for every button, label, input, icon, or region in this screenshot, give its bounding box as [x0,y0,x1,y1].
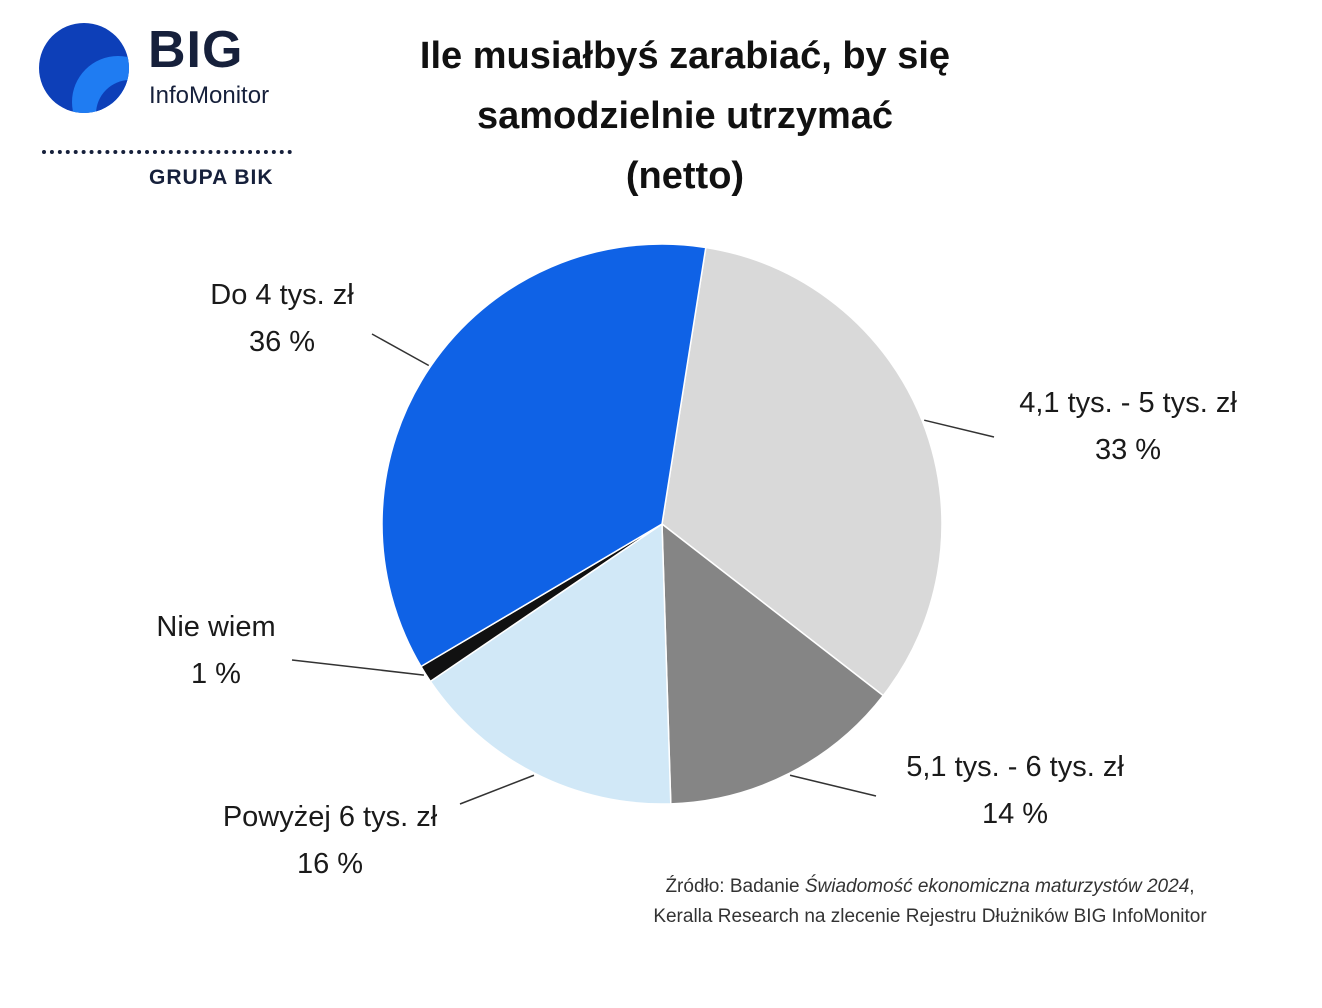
slice-value-label: 14 % [982,798,1048,830]
leader-line [459,774,535,805]
slice-value-label: 36 % [249,326,315,358]
slice-category-label: Nie wiem [156,611,275,643]
chart-title: Ile musiałbyś zarabiać, by się samodziel… [340,26,1030,206]
pie-slice [661,246,943,697]
slice-category-label: Do 4 tys. zł [210,279,354,311]
brand-group: GRUPA BIK [149,166,274,189]
chart-title-line-3: (netto) [625,155,745,197]
source-line-2: Keralla Research na zlecenie Rejestru Dł… [653,906,1207,927]
source-prefix: Źródło: Badanie [665,876,805,897]
brand-logo: BIG InfoMonitor GRUPA BIK [38,22,298,192]
big-logo-icon [39,23,129,113]
pie-slice [429,522,672,805]
leader-line [291,659,424,676]
leader-line [789,774,877,797]
leader-line [924,419,995,438]
brand-name: BIG [148,21,244,79]
pie-slice [661,522,885,805]
slice-category-label: 5,1 tys. - 6 tys. zł [906,751,1124,783]
slice-value-label: 16 % [297,848,363,880]
slice-category-label: 4,1 tys. - 5 tys. zł [1019,387,1237,419]
leader-line [371,333,430,367]
chart-title-line-2: samodzielnie utrzymać [476,95,894,137]
slice-value-label: 33 % [1095,434,1161,466]
slice-category-label: Powyżej 6 tys. zł [223,801,438,833]
source-note: Źródło: Badanie Świadomość ekonomiczna m… [560,872,1300,932]
pie-slice [381,243,707,668]
chart-title-line-1: Ile musiałbyś zarabiać, by się [419,35,951,77]
source-suffix: , [1189,876,1195,897]
brand-subname: InfoMonitor [149,82,270,109]
source-line-1: Źródło: Badanie Świadomość ekonomiczna m… [560,872,1300,902]
brand-divider [42,150,292,154]
source-study: Świadomość ekonomiczna maturzystów 2024 [804,876,1190,897]
slice-value-label: 1 % [191,658,241,690]
